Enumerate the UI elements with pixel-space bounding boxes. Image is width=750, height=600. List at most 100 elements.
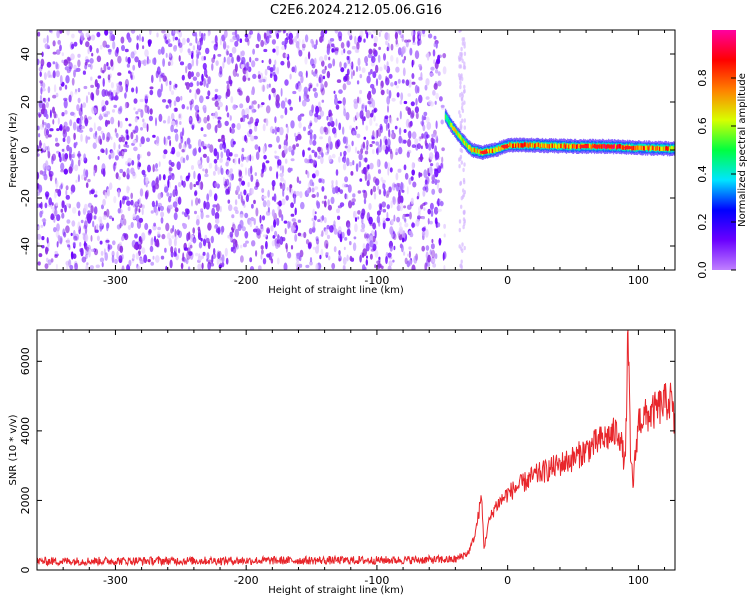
trace-cell <box>512 143 515 148</box>
noise-speckle <box>342 126 345 135</box>
noise-speckle <box>106 120 111 125</box>
noise-speckle <box>158 161 161 168</box>
noise-speckle <box>188 231 191 240</box>
noise-speckle <box>343 246 346 251</box>
noise-speckle <box>214 100 219 107</box>
noise-speckle <box>169 139 172 147</box>
noise-speckle <box>460 148 464 154</box>
noise-speckle <box>274 59 277 66</box>
noise-speckle <box>273 64 276 71</box>
noise-speckle <box>423 169 428 179</box>
noise-speckle <box>231 31 236 36</box>
trace-cell <box>471 147 474 152</box>
trace-cell <box>569 144 572 150</box>
noise-speckle <box>396 204 401 212</box>
noise-speckle <box>208 162 213 169</box>
noise-speckle <box>141 204 145 209</box>
trace-cell <box>486 148 489 153</box>
noise-speckle <box>256 228 261 236</box>
noise-speckle <box>212 170 216 176</box>
noise-speckle <box>181 74 185 81</box>
noise-speckle <box>232 68 238 77</box>
noise-speckle <box>148 59 151 64</box>
noise-speckle <box>173 238 177 247</box>
noise-speckle <box>387 265 392 270</box>
noise-speckle <box>240 117 244 123</box>
noise-speckle <box>87 91 90 96</box>
noise-speckle <box>235 210 239 214</box>
trace-cell <box>638 145 641 150</box>
trace-cell <box>567 144 570 150</box>
noise-speckle <box>219 66 223 75</box>
x-tick-label: 100 <box>628 574 649 587</box>
noise-speckle <box>265 36 270 44</box>
noise-speckle <box>278 144 282 150</box>
noise-speckle <box>315 238 320 245</box>
noise-speckle <box>127 225 131 230</box>
x-tick-label: 100 <box>628 274 649 287</box>
noise-speckle <box>230 246 234 252</box>
trace-cell <box>663 146 666 151</box>
noise-speckle <box>102 77 105 87</box>
trace-cell <box>463 141 466 146</box>
noise-speckle <box>146 151 151 157</box>
noise-speckle <box>435 69 439 74</box>
noise-speckle <box>390 133 395 139</box>
noise-speckle <box>178 42 183 48</box>
noise-speckle <box>350 171 354 176</box>
noise-speckle <box>137 108 142 113</box>
noise-speckle <box>397 185 402 192</box>
noise-speckle <box>282 52 287 59</box>
noise-speckle <box>396 216 401 223</box>
noise-speckle <box>377 144 383 153</box>
noise-speckle <box>135 252 139 260</box>
noise-speckle <box>425 116 430 124</box>
noise-speckle <box>74 91 78 95</box>
noise-speckle <box>371 140 376 144</box>
noise-speckle <box>300 75 304 84</box>
noise-speckle <box>458 227 461 233</box>
noise-speckle <box>206 193 210 201</box>
trace-cell <box>461 138 464 143</box>
noise-speckle <box>441 156 444 164</box>
noise-speckle <box>53 227 57 233</box>
noise-speckle <box>335 169 339 176</box>
noise-speckle <box>394 81 398 86</box>
noise-speckle <box>239 191 243 197</box>
noise-speckle <box>345 193 349 200</box>
noise-speckle <box>321 99 325 103</box>
noise-speckle <box>239 103 244 109</box>
noise-speckle <box>406 186 409 195</box>
noise-speckle <box>318 56 324 62</box>
noise-speckle <box>205 214 210 218</box>
trace-cell <box>645 145 648 151</box>
noise-speckle <box>327 199 330 206</box>
noise-speckle <box>369 240 374 248</box>
noise-speckle <box>359 74 363 79</box>
noise-speckle <box>274 116 277 124</box>
trace-cell <box>614 144 617 149</box>
noise-speckle <box>150 261 154 266</box>
y-tick-label: 0 <box>19 567 32 574</box>
noise-speckle <box>371 149 375 155</box>
noise-speckle <box>311 194 316 198</box>
noise-speckle <box>429 72 434 77</box>
noise-speckle <box>165 222 170 232</box>
noise-speckle <box>213 248 216 255</box>
noise-speckle <box>273 74 278 82</box>
noise-speckle <box>363 116 366 122</box>
noise-speckle <box>176 151 181 158</box>
noise-speckle <box>239 219 244 229</box>
noise-speckle <box>314 57 317 65</box>
noise-speckle <box>271 196 275 201</box>
noise-speckle <box>105 100 109 106</box>
noise-speckle <box>410 110 415 118</box>
noise-speckle <box>178 31 183 38</box>
noise-speckle <box>89 127 93 133</box>
noise-speckle <box>117 120 120 128</box>
noise-speckle <box>245 167 247 176</box>
noise-speckle <box>361 103 364 113</box>
noise-speckle <box>107 66 111 70</box>
noise-speckle <box>127 56 131 65</box>
noise-speckle <box>55 49 61 55</box>
